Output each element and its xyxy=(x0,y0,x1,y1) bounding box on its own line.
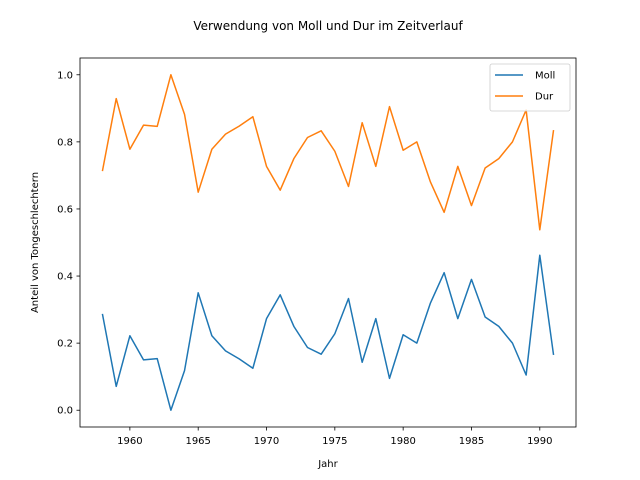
x-tick-label: 1980 xyxy=(390,436,415,447)
x-tick-label: 1960 xyxy=(117,436,142,447)
series-line-dur xyxy=(101,74,555,231)
y-tick-label: 1.0 xyxy=(57,70,73,81)
chart-title: Verwendung von Moll und Dur im Zeitverla… xyxy=(193,19,463,33)
x-tick-label: 1975 xyxy=(322,436,347,447)
y-axis: 0.0 0.2 0.4 0.6 0.8 1.0 xyxy=(57,70,80,417)
x-tick-label: 1970 xyxy=(254,436,279,447)
y-axis-label: Anteil von Tongeschlechtern xyxy=(30,172,41,313)
x-axis-label: Jahr xyxy=(317,459,338,470)
y-tick-label: 0.0 xyxy=(57,406,73,417)
legend-label-moll: Moll xyxy=(535,71,555,82)
legend-box xyxy=(489,63,571,112)
x-tick-label: 1965 xyxy=(185,436,210,447)
y-tick-label: 0.6 xyxy=(57,204,73,215)
legend-label-dur: Dur xyxy=(535,92,554,103)
y-tick-label: 0.4 xyxy=(57,272,73,283)
plot-frame xyxy=(79,57,577,428)
legend: Moll Dur xyxy=(489,63,571,112)
series-group xyxy=(101,74,555,411)
y-tick-label: 0.8 xyxy=(57,137,73,148)
y-tick-label: 0.2 xyxy=(57,339,73,350)
series-line-moll xyxy=(101,254,555,411)
x-axis: 1960 1965 1970 1975 1980 1985 1990 xyxy=(117,427,553,447)
plot-area xyxy=(79,57,577,428)
x-tick-label: 1985 xyxy=(459,436,484,447)
x-tick-label: 1990 xyxy=(527,436,552,447)
